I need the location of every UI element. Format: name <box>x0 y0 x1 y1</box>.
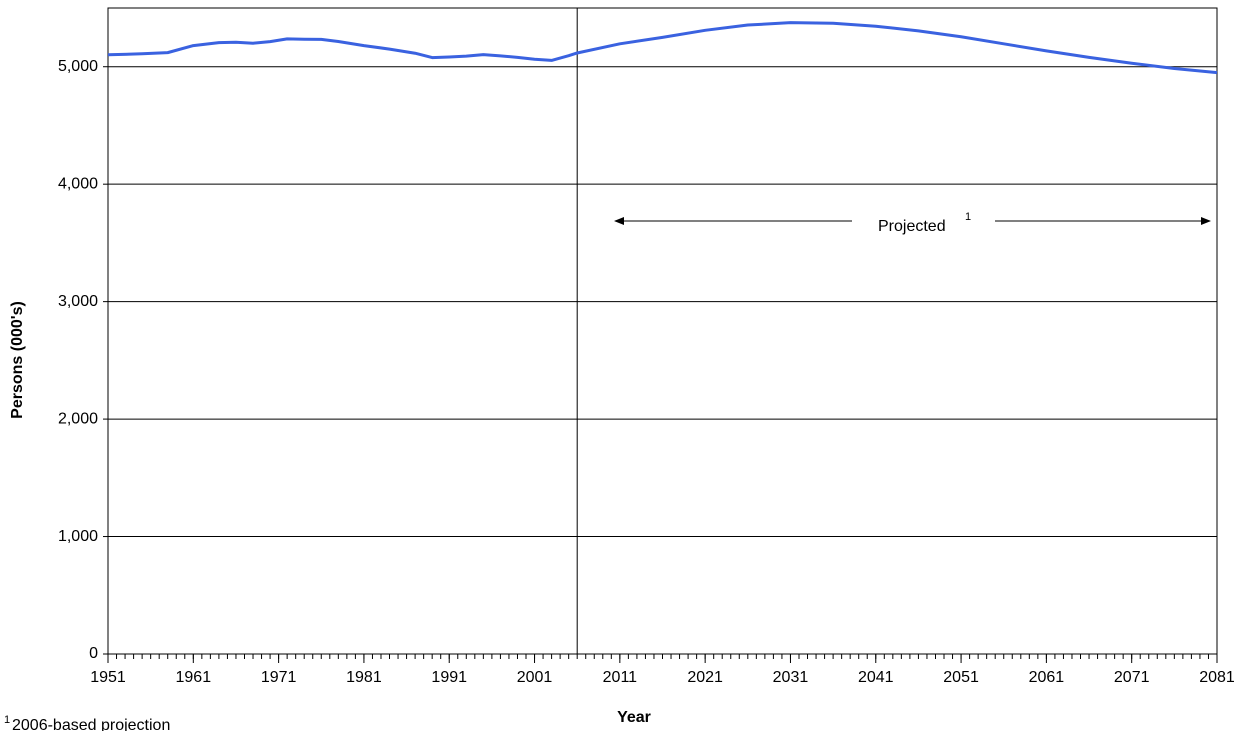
x-axis-label: Year <box>617 709 651 726</box>
x-tick-label: 2061 <box>1029 669 1065 686</box>
x-tick-label: 1971 <box>261 669 297 686</box>
x-tick-label: 2001 <box>517 669 553 686</box>
annotation: Projected <box>878 218 946 235</box>
x-tick-label: 1981 <box>346 669 382 686</box>
y-tick-label: 2,000 <box>58 410 98 427</box>
x-tick-label: 2081 <box>1199 669 1235 686</box>
x-tick-label: 1991 <box>431 669 467 686</box>
x-tick-label: 2041 <box>858 669 894 686</box>
x-tick-label: 2071 <box>1114 669 1150 686</box>
y-tick-label: 0 <box>89 645 98 662</box>
y-tick-label: 4,000 <box>58 175 98 192</box>
footnote-marker: 1 <box>4 714 10 726</box>
x-tick-label: 2051 <box>943 669 979 686</box>
y-tick-label: 1,000 <box>58 528 98 545</box>
y-axis-label: Persons (000's) <box>9 301 26 419</box>
x-tick-label: 1961 <box>176 669 212 686</box>
data-line <box>107 21 1218 75</box>
footnote: 2006-based projection <box>12 717 170 731</box>
x-tick-label: 2021 <box>687 669 723 686</box>
y-tick-label: 3,000 <box>58 293 98 310</box>
x-tick-label: 1951 <box>90 669 126 686</box>
x-tick-label: 2031 <box>773 669 809 686</box>
y-tick-label: 5,000 <box>58 58 98 75</box>
plot-border <box>107 7 1218 655</box>
annotation-marker: 1 <box>965 211 971 223</box>
x-tick-label: 2011 <box>603 669 638 686</box>
